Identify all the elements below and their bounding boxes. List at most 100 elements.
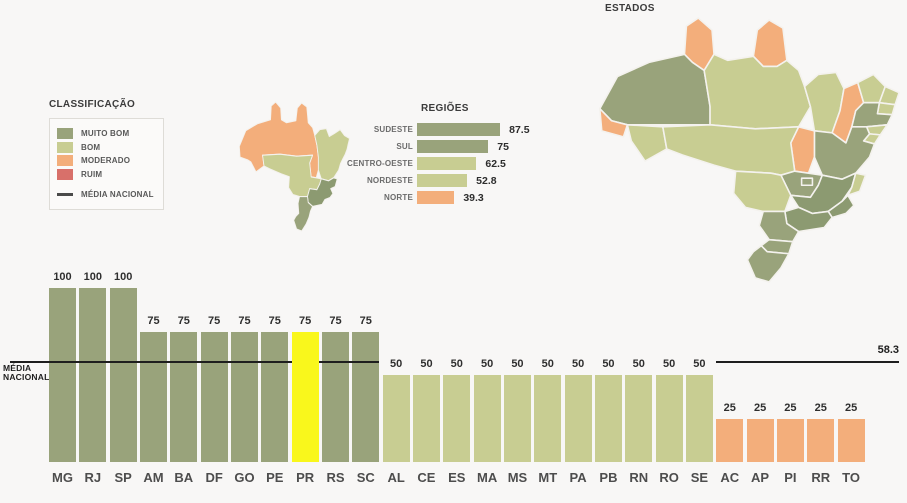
bar-value-label: 50 [693, 358, 706, 370]
bar-value-label: 100 [113, 271, 133, 283]
states-map-title: ESTADOS [605, 3, 655, 14]
bar-state-label: CE [417, 470, 436, 485]
region-bar-value: 87.5 [509, 123, 530, 136]
state-bar [443, 375, 471, 462]
region-row-label: SUDESTE [373, 125, 413, 134]
bar-value-label: 25 [784, 401, 797, 414]
legend-color-swatch [57, 155, 73, 167]
state-bar [655, 375, 683, 462]
bar-value-label: 50 [632, 358, 645, 370]
legend-item-label: MODERADO [81, 156, 131, 166]
state-bar [261, 331, 289, 462]
bar-value-label: 25 [753, 401, 767, 414]
state-bar [109, 288, 137, 462]
bar-state-label: RS [326, 470, 345, 485]
bar-value-label: 75 [299, 314, 312, 327]
state-bar [807, 418, 835, 462]
legend-item: RUIM [57, 168, 163, 182]
state-bar [473, 375, 501, 462]
legend-color-swatch [57, 141, 73, 153]
state-bar [200, 331, 228, 462]
legend-item-national-average: MÉDIA NACIONAL [57, 188, 163, 202]
legend-item-label: MÉDIA NACIONAL [81, 190, 154, 200]
region-row: NORTE 39.3 [345, 189, 595, 206]
region-bar [417, 174, 468, 187]
bar-value-label: 100 [53, 271, 72, 283]
bar-state-label: MG [52, 470, 73, 485]
bar-state-label: MT [538, 470, 558, 485]
state-bar [321, 331, 349, 462]
bar-state-label: MS [507, 470, 528, 485]
bar-state-label: SE [690, 470, 709, 485]
state-bar [49, 288, 76, 462]
regions-chart-title: REGIÕES [421, 103, 469, 114]
bar-value-label: 25 [814, 401, 827, 414]
state-bar [503, 375, 531, 462]
bar-state-label: PR [296, 470, 315, 485]
bar-state-label: SP [114, 470, 132, 485]
region-bar [417, 123, 501, 136]
legend-color-swatch [57, 128, 73, 140]
state-bar [776, 418, 804, 462]
bar-value-label: 25 [723, 401, 736, 414]
bar-state-label: ES [448, 470, 466, 485]
region-bar [417, 140, 489, 153]
bar-value-label: 25 [844, 401, 858, 414]
state-bar [170, 331, 198, 462]
region-row: SUL 75 [345, 138, 595, 155]
bar-state-label: AL [387, 470, 405, 485]
state-bar [534, 375, 562, 462]
region-bar-value: 62.5 [485, 157, 506, 170]
bar-state-label: AC [720, 470, 740, 485]
bar-value-label: 50 [390, 358, 403, 370]
legend-item-label: MUITO BOM [81, 129, 130, 139]
region-bar-value: 39.3 [463, 191, 484, 204]
state-bar [625, 375, 653, 462]
national-average-label: MÉDIA NACIONAL [3, 363, 50, 383]
state-bar [382, 375, 410, 462]
region-row: CENTRO-OESTE 62.5 [345, 155, 595, 172]
bar-value-label: 75 [147, 314, 160, 327]
region-shape-sudeste [307, 177, 338, 208]
national-average-value: 58.3 [877, 344, 899, 356]
region-row-label: SUL [396, 142, 413, 151]
state-bar [594, 375, 622, 462]
bar-value-label: 50 [480, 358, 494, 370]
state-bar [79, 288, 107, 462]
bar-value-label: 50 [541, 358, 554, 370]
bar-state-label: RN [629, 470, 649, 485]
bar-value-label: 50 [602, 358, 615, 370]
legend-item-label: RUIM [81, 169, 103, 179]
legend-panel: MUITO BOM BOM MODERADO RUIM MÉDIA NACIONAL [49, 118, 164, 210]
bar-state-label: AP [751, 470, 770, 485]
bar-state-label: AM [143, 470, 164, 485]
bar-state-label: BA [174, 470, 194, 485]
bar-value-label: 75 [177, 314, 190, 327]
bar-state-label: RR [811, 470, 831, 485]
region-shape-sul [293, 195, 314, 232]
state-shape-ba [813, 126, 876, 181]
region-shape-nordeste [314, 127, 350, 182]
national-average-line [10, 360, 380, 363]
state-bar [352, 331, 380, 462]
legend-item-label: BOM [81, 142, 101, 152]
state-bar [230, 331, 258, 462]
state-bar [685, 375, 713, 462]
bar-value-label: 75 [329, 314, 342, 327]
region-bar-value: 52.8 [476, 174, 497, 187]
bar-value-label: 75 [359, 314, 372, 327]
region-row-label: CENTRO-OESTE [347, 159, 413, 168]
state-bar [716, 418, 744, 462]
bar-value-label: 50 [571, 358, 585, 370]
legend-line-swatch [57, 193, 73, 197]
bar-value-label: 50 [662, 358, 676, 370]
bar-state-label: DF [205, 470, 223, 485]
regions-map [238, 101, 350, 232]
national-average-line [715, 360, 899, 363]
bar-state-label: RO [659, 470, 679, 485]
bar-state-label: SC [356, 470, 375, 485]
states-map [599, 17, 900, 283]
state-bar [139, 331, 167, 462]
legend-item: BOM [57, 141, 163, 155]
